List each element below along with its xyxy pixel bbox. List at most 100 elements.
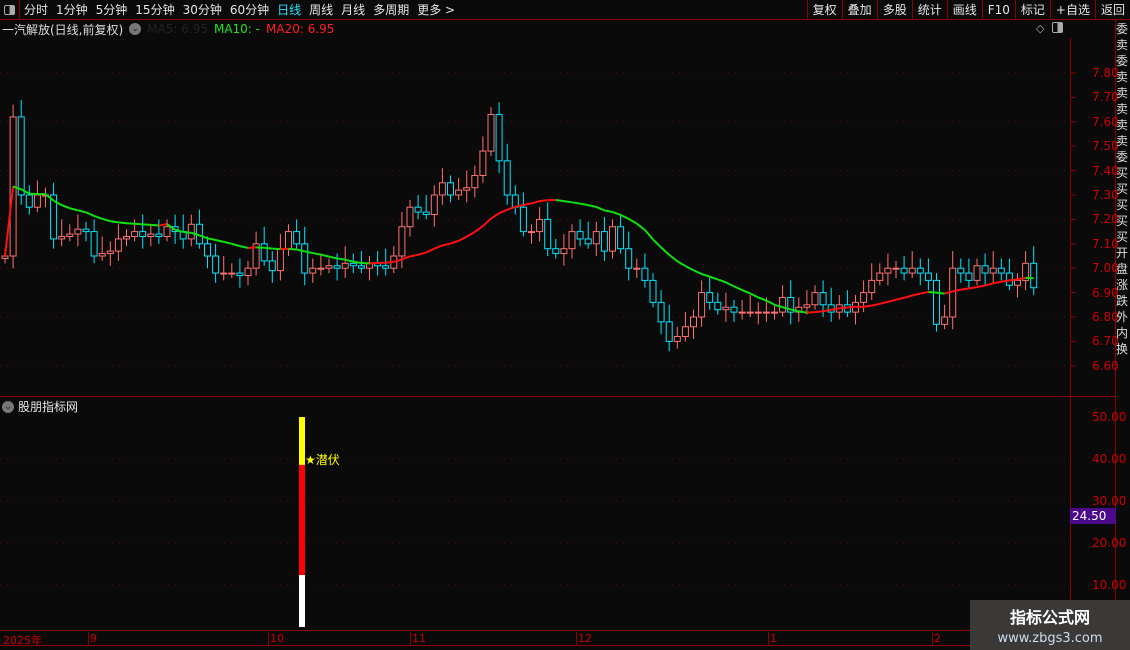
ma20-segment [936, 291, 945, 295]
indicator-tick: 40.00 [1092, 452, 1127, 466]
price-tick: 6.80 [1092, 310, 1119, 324]
candle [341, 262, 349, 269]
candle [106, 250, 114, 255]
ma20-segment [118, 221, 127, 225]
candle [762, 311, 770, 314]
candle [260, 243, 268, 262]
candle [1030, 262, 1038, 289]
candle [673, 336, 681, 342]
ma20-segment [304, 250, 314, 255]
ma20-segment [863, 304, 872, 308]
ma20-segment [482, 217, 492, 227]
ma20-segment [709, 275, 719, 281]
period-tab[interactable]: 分时 [24, 2, 49, 17]
candle [568, 231, 576, 250]
ma20-segment [85, 211, 95, 217]
ma20-segment [409, 253, 419, 258]
ma20-segment [984, 282, 994, 287]
candle [811, 292, 819, 306]
period-tab[interactable]: 1分钟 [56, 2, 88, 17]
ma20-segment [620, 213, 630, 220]
candle [58, 235, 66, 240]
ma20-segment [895, 296, 905, 301]
ma20-segment [976, 284, 986, 289]
period-tab[interactable]: 15分钟 [135, 2, 175, 17]
ma20-segment [887, 298, 897, 303]
ma20-segment [44, 193, 55, 202]
toolbar-button[interactable]: 统计 [911, 0, 947, 20]
candle [916, 267, 924, 274]
candle [66, 233, 74, 237]
indicator-tick: 30.00 [1092, 494, 1127, 508]
period-toolbar: 分时 1分钟 5分钟 15分钟 30分钟 60分钟 日线 周线 月线 多周期 更多 > 复权 叠加 多股… [0, 0, 1130, 20]
ma20-segment [442, 242, 451, 247]
ma20-segment [515, 204, 524, 208]
candle [892, 267, 900, 270]
candle [244, 267, 252, 277]
ma20-segment [401, 255, 411, 261]
date-label: 2025年 [3, 634, 42, 647]
price-tick: 7.70 [1092, 90, 1119, 105]
candle [665, 321, 673, 342]
period-tab[interactable]: 多周期 [373, 2, 410, 17]
ma20-segment [903, 294, 913, 299]
ma20-segment [944, 290, 953, 295]
chart-header: 一汽解放(日线,前复权) ⌄ MA5: 6.95 MA10: - MA20: 6… [2, 20, 334, 38]
ma20-segment [474, 225, 484, 233]
ma20-segment [1001, 279, 1010, 283]
toolbar-button[interactable]: 返回 [1094, 0, 1130, 20]
candle [438, 182, 446, 196]
candle [884, 267, 892, 274]
indicator-bar [299, 574, 305, 627]
candle [301, 243, 309, 274]
chevron-down-icon[interactable]: ⌄ [129, 23, 142, 35]
candle [349, 262, 357, 267]
toolbar-button[interactable]: F10 [981, 0, 1015, 20]
ma20-segment [312, 252, 322, 256]
toolbar-button[interactable]: 复权 [806, 0, 842, 20]
ma10-value: MA10: - [213, 22, 260, 36]
ma20-segment [814, 310, 824, 314]
candle [430, 194, 438, 216]
date-label: 2 [932, 632, 941, 646]
ma20-segment [199, 234, 208, 240]
toolbar-button[interactable]: 叠加 [841, 0, 877, 20]
candle [981, 265, 989, 274]
ma20-segment [239, 245, 249, 249]
candle [536, 218, 544, 233]
period-tab[interactable]: 月线 [341, 2, 366, 17]
indicator-tick: 20.00 [1092, 536, 1127, 550]
toolbar-button[interactable]: 多股 [876, 0, 912, 20]
period-tab[interactable]: 30分钟 [182, 2, 222, 17]
ma20-segment [158, 223, 168, 227]
ma20-segment [458, 235, 468, 242]
ma20-value: MA20: 6.95 [266, 22, 335, 36]
chevron-down-icon[interactable]: ⌄ [2, 400, 14, 413]
candle [139, 231, 147, 237]
diamond-icon[interactable]: ◇ [1036, 22, 1045, 35]
period-tab[interactable]: 周线 [309, 2, 334, 17]
toolbar-button[interactable]: 画线 [946, 0, 982, 20]
candle [560, 248, 568, 255]
period-tab[interactable]: 60分钟 [229, 2, 270, 17]
period-tab[interactable]: 5分钟 [95, 2, 128, 17]
ma20-segment [563, 200, 573, 204]
toolbar-button[interactable]: 标记 [1014, 0, 1050, 20]
candle [989, 267, 997, 274]
date-label: 12 [576, 632, 592, 646]
date-label: 10 [268, 632, 284, 646]
period-tab[interactable]: 更多 > [417, 2, 456, 17]
panel-icon[interactable] [1052, 22, 1064, 33]
layout-toggle-button[interactable] [0, 0, 20, 20]
ma20-segment [466, 231, 476, 238]
candle [633, 267, 641, 270]
toolbar-button[interactable]: +自选 [1049, 0, 1095, 20]
candle [17, 116, 25, 196]
period-tab[interactable]: 日线 [277, 2, 302, 17]
ma20-segment [765, 299, 775, 306]
ma20-segment [676, 260, 686, 267]
ma20-segment [264, 246, 273, 250]
candle [220, 272, 228, 275]
candle [479, 150, 487, 176]
